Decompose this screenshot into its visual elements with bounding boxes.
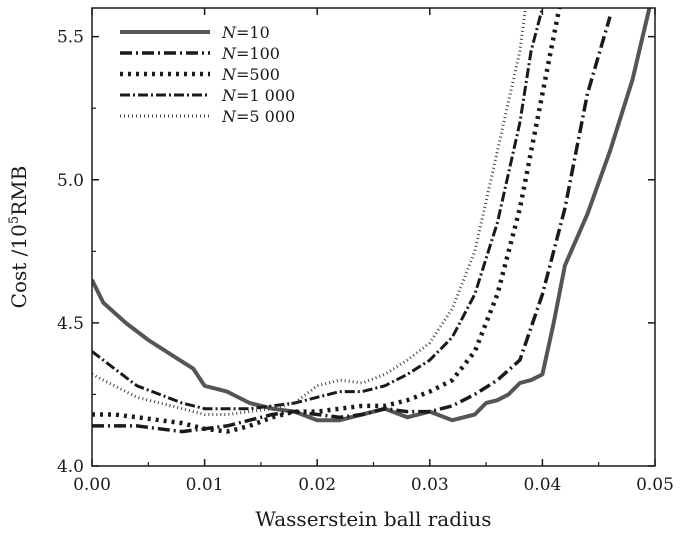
y-tick-label: 5.5 [57, 28, 84, 48]
y-axis-title-prefix: Cost /10 [7, 224, 31, 308]
y-tick-label: 4.5 [57, 314, 84, 334]
x-tick-label: 0.00 [73, 475, 111, 495]
y-axis-title-suffix: RMB [7, 166, 31, 216]
legend-label-value: =100 [236, 44, 280, 63]
legend-label-3: N=500 [221, 65, 280, 84]
series-line-4 [92, 8, 544, 411]
x-axis-title: Wasserstein ball radius [255, 507, 491, 531]
series-line-3 [92, 8, 562, 434]
series-group [92, 8, 652, 434]
plot-frame [91, 7, 656, 467]
series-line-2 [92, 16, 612, 434]
legend-label-variable: N [221, 23, 237, 42]
y-axis-title-superscript: 5 [7, 216, 22, 224]
legend-label-value: =10 [236, 23, 270, 42]
legend-label-value: =5 000 [236, 107, 295, 126]
legend-label-variable: N [221, 107, 237, 126]
series-line-1 [92, 8, 652, 423]
x-tick-label: 0.02 [298, 475, 336, 495]
x-tick-label: 0.03 [411, 475, 449, 495]
legend-label-value: =500 [236, 65, 280, 84]
legend-label-1: N=10 [221, 23, 270, 42]
y-tick-label: 5.0 [57, 171, 84, 191]
y-tick-label: 4.0 [57, 457, 84, 477]
legend-label-2: N=100 [221, 44, 280, 63]
x-tick-label: 0.04 [523, 475, 561, 495]
axes: 0.00 0.01 0.02 0.03 0.04 0.05 4.0 4.5 5.0 5.5 [57, 7, 674, 495]
legend-label-variable: N [221, 44, 237, 63]
series-line-5 [92, 8, 527, 416]
x-tick-label: 0.05 [636, 475, 674, 495]
legend-label-5: N=5 000 [221, 107, 295, 126]
x-tick-label: 0.01 [186, 475, 224, 495]
y-axis-title: Cost /105RMB [7, 166, 31, 309]
plot-area [92, 8, 652, 434]
legend-label-variable: N [221, 86, 237, 105]
legend-label-variable: N [221, 65, 237, 84]
legend-label-4: N=1 000 [221, 86, 295, 105]
legend-label-value: =1 000 [236, 86, 295, 105]
